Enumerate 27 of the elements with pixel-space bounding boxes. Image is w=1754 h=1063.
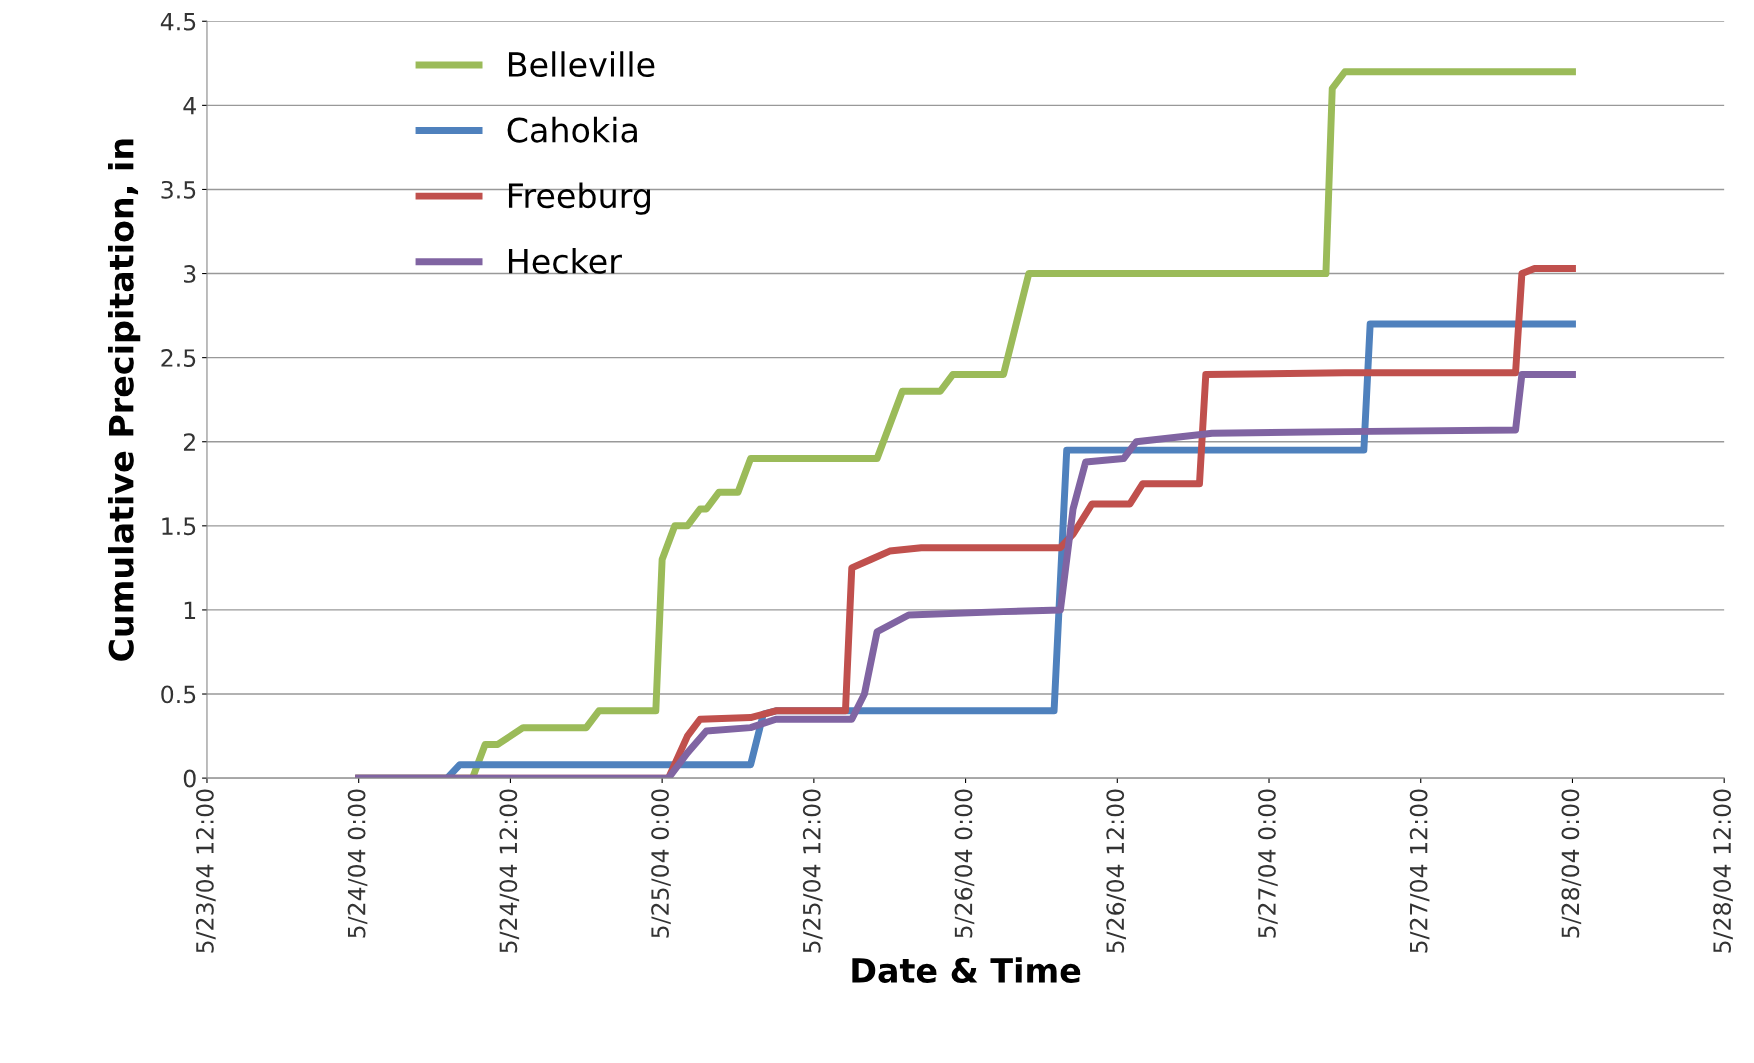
- x-axis-title: Date & Time: [852, 957, 1081, 983]
- x-tick-label: 5/25/04 0:00: [651, 789, 671, 938]
- x-tick-label: 5/23/04 12:00: [195, 789, 216, 953]
- x-tick-label: 5/26/04 0:00: [954, 789, 975, 938]
- x-tick-label: 5/24/04 12:00: [499, 789, 520, 953]
- y-tick-label: 1: [184, 601, 196, 619]
- y-axis-title: Cumulative Precipitation, in: [108, 139, 141, 661]
- x-tick-label: 5/28/04 0:00: [1561, 789, 1582, 938]
- y-tick-label: 0.5: [161, 685, 196, 704]
- x-tick-label: 5/27/04 0:00: [1258, 789, 1278, 938]
- legend-label: Belleville: [508, 51, 655, 78]
- x-tick-label: 5/24/04 0:00: [347, 789, 368, 938]
- legend-label: Freeburg: [508, 182, 650, 215]
- y-tick-label: 4: [183, 97, 196, 115]
- legend-label: Cahokia: [507, 116, 637, 143]
- x-tick-label: 5/25/04 12:00: [802, 789, 823, 953]
- x-tick-label: 5/27/04 12:00: [1409, 789, 1430, 953]
- y-tick-label: 3: [184, 264, 196, 283]
- y-tick-label: 4.5: [160, 13, 196, 31]
- y-tick-label: 2.5: [161, 349, 196, 367]
- y-tick-label: 3.5: [161, 180, 196, 199]
- x-tick-label: 5/28/04 12:00: [1713, 789, 1733, 953]
- x-tick-label: 5/26/04 12:00: [1106, 789, 1126, 953]
- legend-label: Hecker: [508, 248, 622, 274]
- y-tick-label: 2: [183, 433, 195, 451]
- y-tick-label: 0: [183, 769, 196, 788]
- y-tick-label: 1.5: [162, 517, 196, 536]
